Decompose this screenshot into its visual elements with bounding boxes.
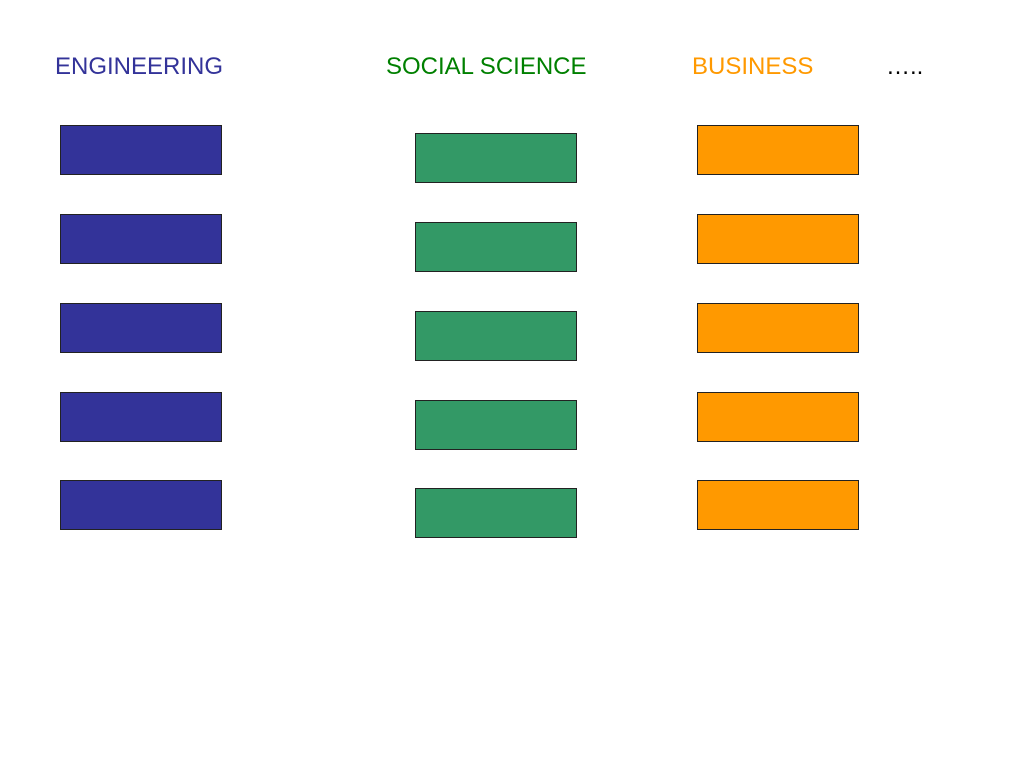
business-box: [697, 214, 859, 264]
engineering-box: [60, 214, 222, 264]
social-science-box: [415, 311, 577, 361]
engineering-box: [60, 125, 222, 175]
engineering-box: [60, 480, 222, 530]
business-box: [697, 480, 859, 530]
engineering-heading: ENGINEERING: [55, 53, 224, 80]
business-box: [697, 303, 859, 353]
business-box: [697, 392, 859, 442]
social-science-box: [415, 400, 577, 450]
social-science-box: [415, 222, 577, 272]
business-heading: BUSINESS: [692, 53, 814, 80]
more-ellipsis: …..: [886, 53, 924, 80]
engineering-box: [60, 303, 222, 353]
social-science-heading: SOCIAL SCIENCE: [386, 53, 587, 80]
engineering-box: [60, 392, 222, 442]
business-box: [697, 125, 859, 175]
social-science-box: [415, 488, 577, 538]
social-science-box: [415, 133, 577, 183]
